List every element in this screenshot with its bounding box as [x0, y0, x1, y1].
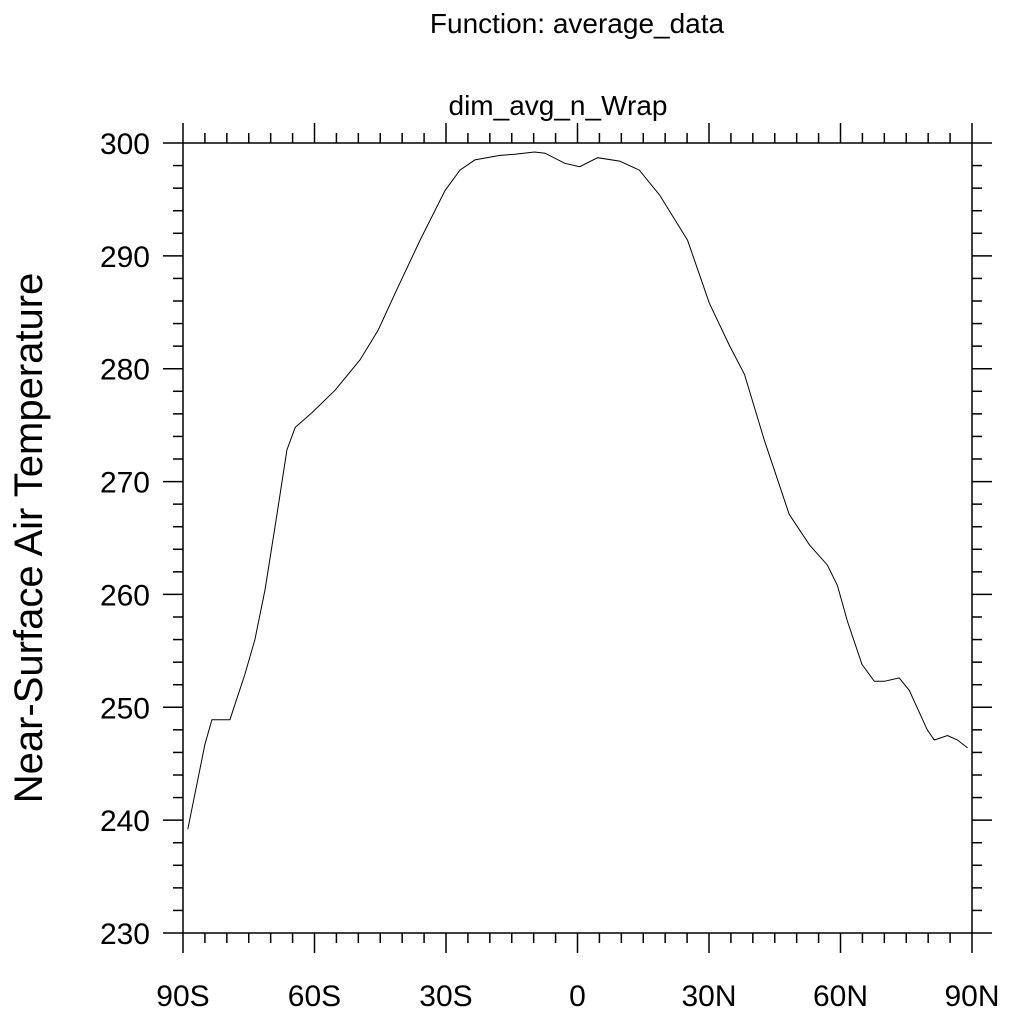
chart-title: Function: average_data: [430, 8, 725, 39]
y-tick-label: 270: [100, 467, 150, 500]
x-tick-label: 90N: [944, 980, 999, 1013]
series-line-tas: [187, 151, 968, 830]
y-tick-label: 300: [100, 128, 150, 161]
x-tick-label: 0: [569, 980, 586, 1013]
y-axis-label: Near-Surface Air Temperature: [7, 273, 51, 804]
x-tick-label: 60N: [813, 980, 868, 1013]
y-tick-label: 280: [100, 354, 150, 387]
y-tick-label: 240: [100, 805, 150, 838]
x-tick-label: 60S: [288, 980, 341, 1013]
y-tick-label: 290: [100, 241, 150, 274]
x-tick-label: 90S: [156, 980, 209, 1013]
y-tick-label: 230: [100, 918, 150, 951]
y-tick-label: 250: [100, 692, 150, 725]
plot-frame: [182, 142, 973, 934]
x-tick-label: 30S: [419, 980, 472, 1013]
y-tick-label: 260: [100, 579, 150, 612]
chart-subtitle: dim_avg_n_Wrap: [449, 90, 668, 121]
x-tick-label: 30N: [681, 980, 736, 1013]
